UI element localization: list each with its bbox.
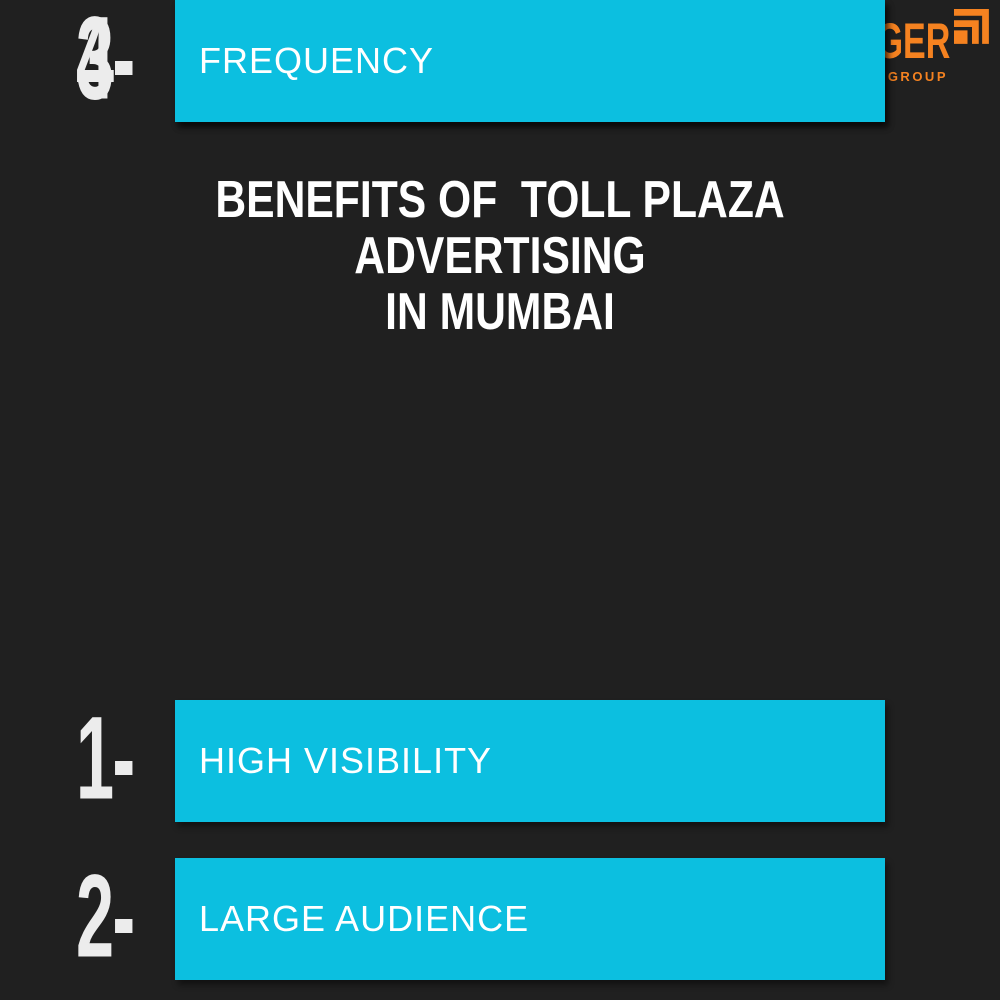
benefit-label-2: LARGE AUDIENCE [199, 898, 530, 939]
benefit-row-2: 2- LARGE AUDIENCE [0, 858, 1000, 980]
benefit-row-1: 1- HIGH VISIBILITY [0, 700, 1000, 822]
benefit-bar-1: HIGH VISIBILITY [175, 700, 885, 822]
growth-bars-icon [954, 9, 989, 44]
benefit-label-1: HIGH VISIBILITY [199, 740, 493, 781]
benefit-number-3: 3- [76, 0, 135, 125]
benefit-label-4: FREQUENCY [199, 40, 435, 81]
page-title-line1: BENEFITS OF TOLL PLAZA ADVERTISING [215, 171, 795, 285]
benefit-bar-4: FREQUENCY [175, 0, 885, 122]
page-title-line2: IN MUMBAI [385, 283, 615, 341]
benefit-number-1: 1- [76, 692, 135, 825]
benefit-number-4: 4- [76, 0, 135, 125]
benefit-bar-2: LARGE AUDIENCE [175, 858, 885, 980]
benefit-row-4: 4- FREQUENCY [0, 0, 1000, 122]
benefit-number-2: 2- [76, 850, 135, 983]
page-title: BENEFITS OF TOLL PLAZA ADVERTISING IN MU… [90, 172, 910, 340]
